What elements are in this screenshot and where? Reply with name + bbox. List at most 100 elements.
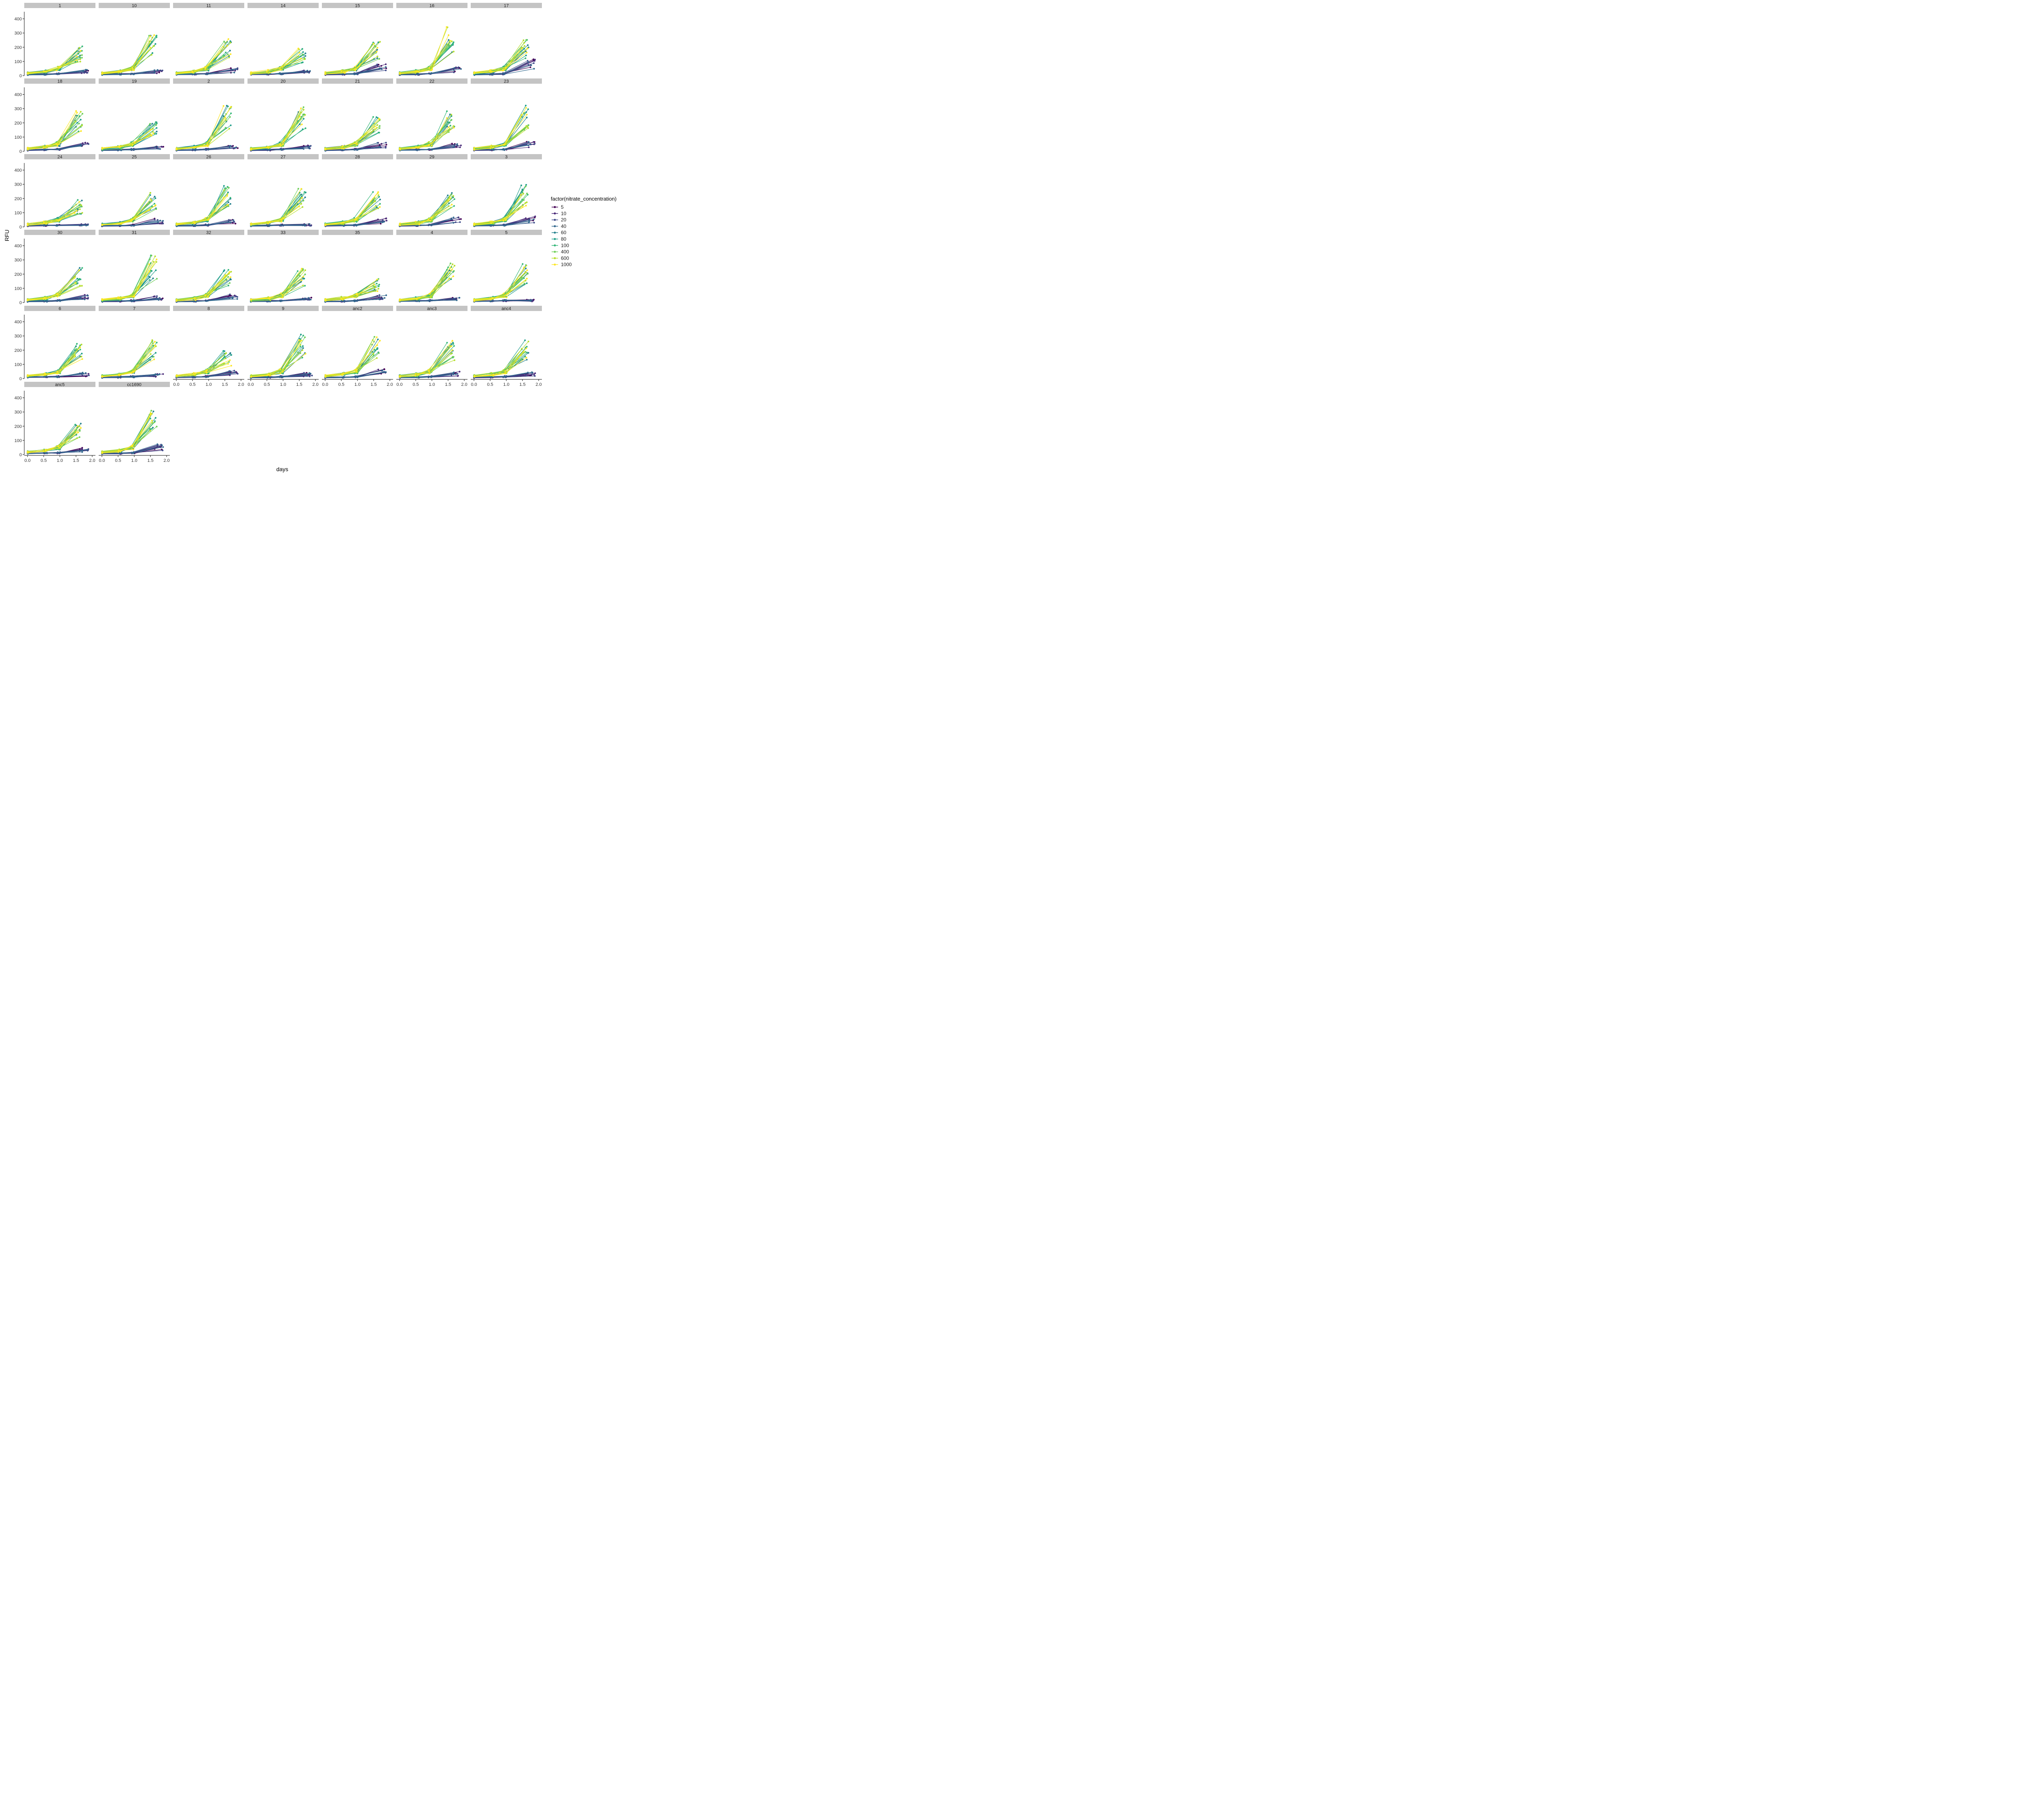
data-point-1000 bbox=[56, 145, 59, 147]
series-line-400 bbox=[102, 209, 157, 225]
data-point-100 bbox=[299, 194, 301, 196]
panel-strip bbox=[173, 78, 244, 84]
data-point-40 bbox=[82, 373, 84, 375]
data-point-1000 bbox=[298, 52, 300, 54]
data-point-1000 bbox=[431, 144, 433, 146]
data-point-600 bbox=[304, 269, 306, 271]
data-point-10 bbox=[156, 72, 158, 74]
data-point-80 bbox=[302, 345, 304, 347]
panel-strip-label: 28 bbox=[355, 155, 360, 160]
series-line-40 bbox=[177, 298, 233, 302]
data-point-400 bbox=[451, 119, 453, 121]
series-line-40 bbox=[326, 147, 379, 150]
data-point-40 bbox=[381, 68, 383, 70]
panel-7: 7 bbox=[99, 306, 170, 379]
data-point-40 bbox=[417, 73, 419, 75]
data-point-600 bbox=[130, 294, 132, 296]
data-point-400 bbox=[228, 187, 230, 189]
panel-strip bbox=[173, 154, 244, 159]
data-point-600 bbox=[449, 195, 451, 197]
data-point-600 bbox=[374, 44, 376, 47]
data-point-40 bbox=[279, 376, 282, 378]
data-point-600 bbox=[374, 200, 376, 203]
panel-strip-label: 11 bbox=[206, 4, 211, 8]
data-point-100 bbox=[522, 263, 524, 265]
data-point-10 bbox=[528, 146, 530, 148]
data-point-40 bbox=[44, 74, 47, 76]
faceted-line-chart: 1 0 100 200 300 400 10 11 14 15 16 17 18 0 100 200 300 40… bbox=[0, 0, 631, 473]
data-point-40 bbox=[533, 68, 535, 70]
data-point-600 bbox=[228, 56, 230, 59]
data-point-600 bbox=[225, 119, 227, 121]
series-line-400 bbox=[177, 108, 230, 149]
data-point-1000 bbox=[305, 353, 307, 355]
data-point-100 bbox=[76, 343, 78, 345]
data-point-400 bbox=[227, 205, 230, 207]
data-point-20 bbox=[382, 219, 384, 222]
data-point-40 bbox=[233, 219, 235, 221]
data-point-1000 bbox=[118, 146, 121, 148]
series-line-1000 bbox=[176, 272, 230, 300]
data-point-20 bbox=[385, 69, 387, 72]
data-point-400 bbox=[527, 273, 529, 275]
data-point-1000 bbox=[58, 66, 60, 68]
series-line-1000 bbox=[325, 192, 379, 225]
data-point-600 bbox=[357, 219, 359, 221]
data-point-20 bbox=[228, 219, 230, 221]
data-point-5 bbox=[533, 58, 535, 60]
data-point-600 bbox=[525, 265, 527, 267]
data-point-600 bbox=[80, 111, 82, 113]
data-point-600 bbox=[453, 265, 456, 267]
data-point-1000 bbox=[355, 69, 357, 71]
data-point-400 bbox=[81, 205, 83, 207]
panel-strip-label: 22 bbox=[429, 79, 434, 84]
data-point-80 bbox=[525, 184, 527, 186]
data-point-1000 bbox=[204, 68, 206, 70]
panel-strip-label: 17 bbox=[504, 4, 509, 8]
panel-strip bbox=[322, 230, 393, 235]
series-line-80 bbox=[27, 115, 78, 148]
data-point-5 bbox=[529, 66, 531, 68]
data-point-1000 bbox=[133, 69, 135, 71]
series-line-1000 bbox=[474, 48, 522, 74]
data-point-40 bbox=[59, 300, 61, 302]
data-point-40 bbox=[162, 220, 164, 222]
data-point-20 bbox=[157, 219, 159, 221]
data-point-80 bbox=[377, 41, 379, 43]
data-point-60 bbox=[525, 267, 527, 269]
data-point-40 bbox=[489, 73, 491, 75]
data-point-600 bbox=[375, 205, 377, 207]
data-point-60 bbox=[222, 115, 224, 117]
series-line-1000 bbox=[251, 276, 304, 300]
data-point-400 bbox=[81, 57, 83, 59]
data-point-80 bbox=[525, 104, 527, 107]
data-point-20 bbox=[529, 218, 531, 220]
data-point-400 bbox=[229, 116, 231, 118]
data-point-20 bbox=[385, 147, 387, 149]
panel-strip bbox=[396, 3, 467, 8]
data-point-20 bbox=[162, 222, 164, 224]
data-point-40 bbox=[529, 143, 531, 145]
data-point-1000 bbox=[298, 205, 300, 207]
data-point-40 bbox=[353, 73, 355, 75]
data-point-80 bbox=[302, 51, 304, 53]
data-point-80 bbox=[300, 334, 302, 336]
series-line-1000 bbox=[251, 124, 302, 149]
data-point-20 bbox=[237, 67, 239, 69]
data-point-40 bbox=[385, 294, 387, 296]
data-point-40 bbox=[117, 376, 119, 378]
data-point-400 bbox=[523, 283, 526, 285]
series-line-40 bbox=[102, 70, 158, 75]
data-point-1000 bbox=[223, 197, 225, 199]
data-point-400 bbox=[81, 54, 83, 56]
data-point-80 bbox=[222, 350, 224, 352]
data-point-1000 bbox=[526, 277, 528, 280]
data-point-60 bbox=[79, 267, 81, 269]
data-point-600 bbox=[148, 40, 150, 42]
data-point-20 bbox=[310, 225, 312, 227]
data-point-20 bbox=[533, 62, 535, 64]
data-point-40 bbox=[130, 149, 132, 151]
panel-strip bbox=[396, 78, 467, 84]
data-point-1000 bbox=[473, 224, 475, 226]
